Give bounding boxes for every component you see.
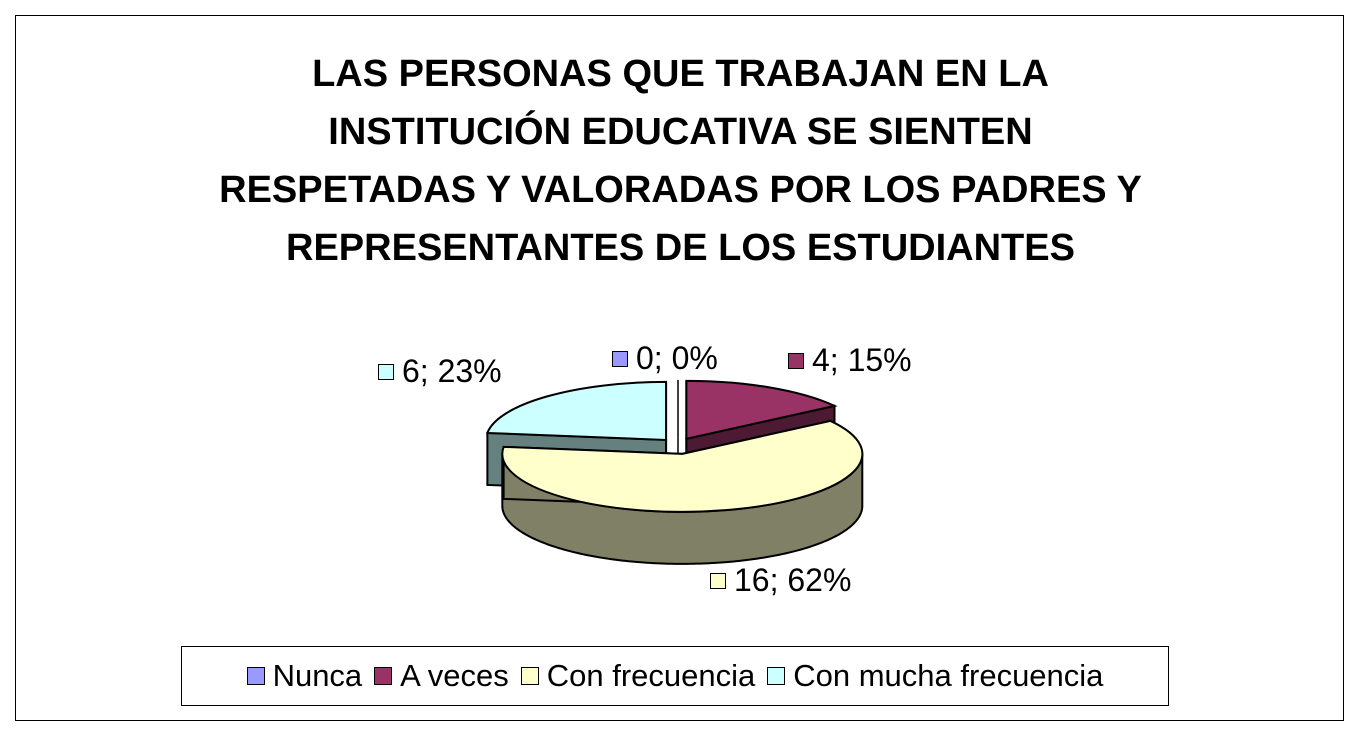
data-label-text-nunca: 0; 0% bbox=[636, 340, 718, 376]
pie-slice-con-mucha-frecuencia bbox=[485, 380, 668, 441]
legend-swatch-a-veces bbox=[374, 667, 393, 685]
legend-item-con-frecuencia: Con frecuencia bbox=[520, 658, 756, 694]
data-label-nunca: 0; 0% bbox=[612, 340, 718, 377]
data-label-con-frecuencia: 16; 62% bbox=[710, 562, 851, 599]
chart-title-line-3: RESPETADAS Y VALORADAS POR LOS PADRES Y bbox=[219, 169, 1142, 211]
legend-label-a-veces: A veces bbox=[400, 658, 509, 693]
data-label-con-mucha-frecuencia: 6; 23% bbox=[378, 353, 502, 390]
legend-item-con-mucha-frecuencia: Con mucha frecuencia bbox=[767, 658, 1103, 694]
data-label-text-con-frecuencia: 16; 62% bbox=[734, 562, 852, 598]
chart-title-line-1: LAS PERSONAS QUE TRABAJAN EN LA bbox=[312, 53, 1049, 95]
legend-label-con-frecuencia: Con frecuencia bbox=[546, 658, 756, 693]
data-label-a-veces: 4; 15% bbox=[788, 342, 912, 379]
data-label-swatch-a-veces bbox=[788, 352, 804, 369]
legend-swatch-con-frecuencia bbox=[520, 667, 539, 685]
legend-swatch-con-mucha-frecuencia bbox=[767, 667, 786, 685]
data-label-swatch-nunca bbox=[612, 350, 628, 367]
legend-item-nunca: Nunca bbox=[246, 658, 363, 694]
chart-legend: Nunca A veces Con frecuencia Con mucha f… bbox=[181, 646, 1169, 706]
legend-label-nunca: Nunca bbox=[272, 658, 363, 693]
chart-title-line-4: REPRESENTANTES DE LOS ESTUDIANTES bbox=[286, 227, 1075, 269]
legend-label-con-mucha-frecuencia: Con mucha frecuencia bbox=[793, 658, 1104, 693]
pie-slice-con-frecuencia bbox=[501, 419, 864, 513]
legend-swatch-nunca bbox=[246, 667, 265, 685]
pie-slice-a-veces bbox=[685, 379, 838, 441]
data-label-text-con-mucha-frecuencia: 6; 23% bbox=[402, 353, 502, 389]
legend-item-a-veces: A veces bbox=[374, 658, 509, 694]
data-label-swatch-con-mucha-frecuencia bbox=[378, 363, 394, 380]
chart-title: LAS PERSONAS QUE TRABAJAN EN LA INSTITUC… bbox=[0, 45, 1361, 277]
chart-title-line-2: INSTITUCIÓN EDUCATIVA SE SIENTEN bbox=[328, 111, 1033, 153]
chart-area bbox=[15, 15, 1344, 721]
data-label-swatch-con-frecuencia bbox=[710, 572, 726, 589]
data-label-text-a-veces: 4; 15% bbox=[812, 342, 912, 378]
